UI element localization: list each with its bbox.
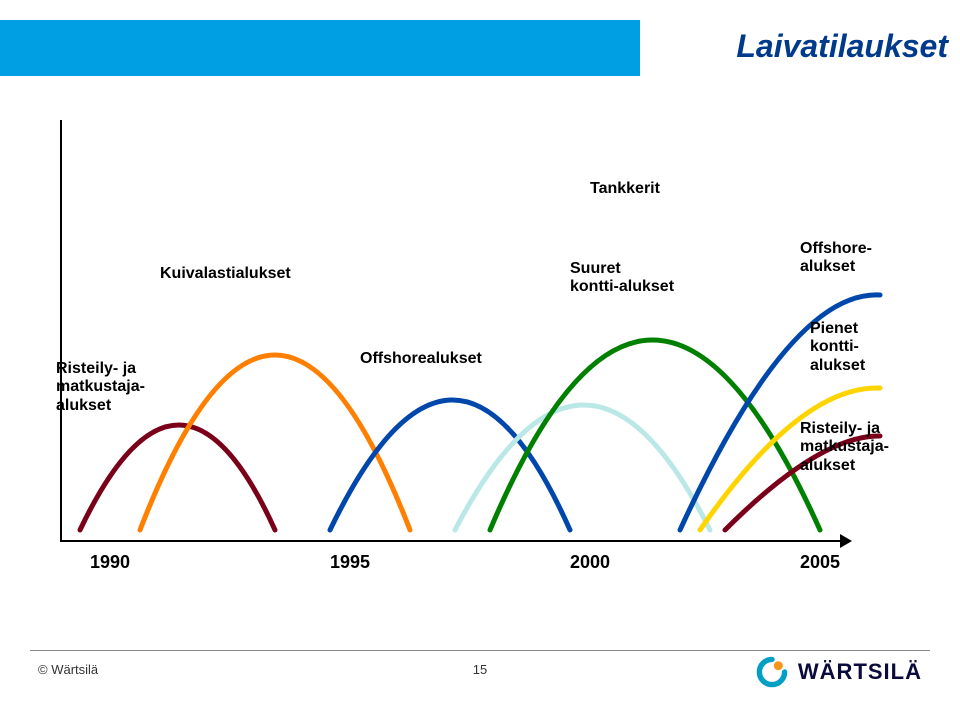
- chart-label: Kuivalastialukset: [160, 265, 291, 283]
- chart-label: Pienetkontti-alukset: [810, 320, 865, 375]
- brand-text: WÄRTSILÄ: [798, 659, 922, 685]
- curve-risteily1: [80, 425, 275, 530]
- x-tick: 1995: [330, 552, 370, 573]
- footer: © Wärtsilä 15 WÄRTSILÄ: [0, 650, 960, 706]
- chart: Risteily- jamatkustaja-alukset Kuivalasti…: [60, 120, 900, 580]
- page-number: 15: [473, 662, 487, 677]
- footer-divider: [30, 650, 930, 651]
- x-tick: 1990: [90, 552, 130, 573]
- chart-label: Suuretkontti-alukset: [570, 260, 674, 297]
- curve-offshore1: [330, 400, 570, 530]
- chart-label: Offshorealukset: [360, 350, 482, 368]
- wartsila-logo-icon: [754, 654, 790, 690]
- chart-label: Tankkerit: [590, 180, 660, 198]
- title-blue-bar: [0, 20, 640, 76]
- curve-kuivalasti: [140, 355, 410, 530]
- x-tick: 2005: [800, 552, 840, 573]
- chart-label: Risteily- jamatkustaja-alukset: [800, 420, 889, 475]
- copyright: © Wärtsilä: [38, 662, 98, 677]
- brand-logo: WÄRTSILÄ: [754, 654, 922, 690]
- x-tick: 2000: [570, 552, 610, 573]
- page-title: Laivatilaukset: [736, 28, 948, 65]
- chart-label: Risteily- jamatkustaja-alukset: [56, 360, 145, 415]
- curve-suuretkontti: [455, 405, 710, 530]
- chart-label: Offshore-alukset: [800, 240, 872, 277]
- title-bar: Laivatilaukset: [0, 20, 960, 76]
